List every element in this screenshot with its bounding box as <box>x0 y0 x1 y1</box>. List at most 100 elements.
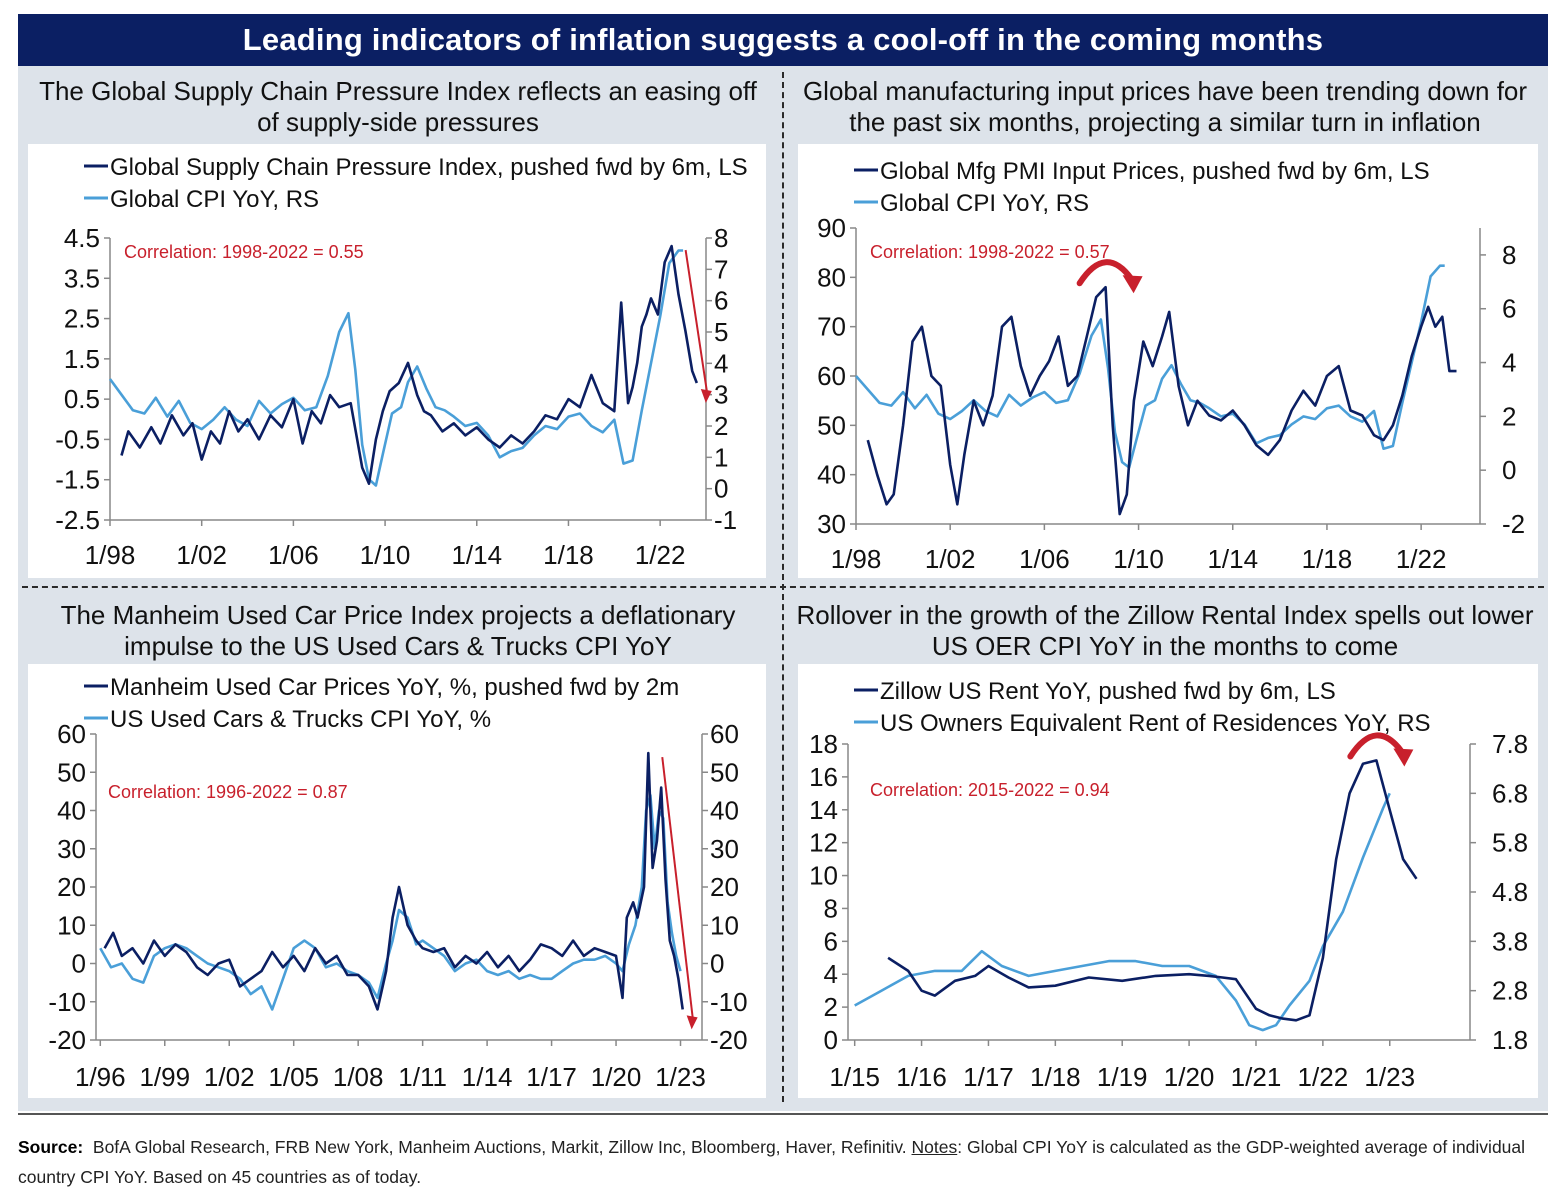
x-tick-label: 1/99 <box>139 1062 190 1092</box>
right-tick-label: 0 <box>710 949 724 979</box>
chart-panel-supply-chain: Global Supply Chain Pressure Index, push… <box>28 144 766 578</box>
right-tick-label: -10 <box>710 987 748 1017</box>
right-tick-label: 5.8 <box>1492 828 1528 858</box>
x-tick-label: 1/02 <box>925 544 976 574</box>
left-tick-label: 18 <box>809 729 838 759</box>
x-tick-label: 1/96 <box>75 1062 126 1092</box>
x-tick-label: 1/11 <box>398 1062 447 1092</box>
right-tick-label: 4 <box>1502 348 1516 378</box>
left-tick-label: 60 <box>57 719 86 749</box>
left-tick-label: 80 <box>817 262 846 292</box>
x-tick-label: 1/17 <box>526 1062 577 1092</box>
rollover-arrow-head <box>1393 748 1414 767</box>
right-tick-label: 0 <box>1502 455 1516 485</box>
right-tick-label: 40 <box>710 796 739 826</box>
x-tick-label: 1/05 <box>268 1062 319 1092</box>
left-tick-label: 30 <box>817 509 846 539</box>
x-tick-label: 1/23 <box>655 1062 706 1092</box>
left-tick-label: 4 <box>824 959 838 989</box>
panel-title-zillow: Rollover in the growth of the Zillow Ren… <box>796 600 1534 661</box>
notes-label: Notes <box>911 1137 958 1157</box>
x-tick-label: 1/22 <box>1298 1062 1349 1092</box>
x-tick-label: 1/10 <box>1113 544 1164 574</box>
legend-label-0: Manheim Used Car Prices YoY, %, pushed f… <box>110 674 679 701</box>
down-arrow-line <box>661 757 694 1018</box>
right-tick-label: 2 <box>714 411 728 441</box>
legend-label-1: US Used Cars & Trucks CPI YoY, % <box>110 706 491 733</box>
right-tick-label: -20 <box>710 1025 748 1055</box>
down-arrow-head <box>686 1015 698 1030</box>
source-label: Source: <box>18 1137 84 1157</box>
footnote: Source: BofA Global Research, FRB New Yo… <box>18 1132 1548 1192</box>
left-tick-label: -10 <box>48 987 86 1017</box>
x-tick-label: 1/17 <box>963 1062 1014 1092</box>
left-tick-label: 4.5 <box>64 223 100 253</box>
series-line-0 <box>103 751 684 1011</box>
right-tick-label: 7 <box>714 254 728 284</box>
legend-label-0: Zillow US Rent YoY, pushed fwd by 6m, LS <box>880 678 1336 705</box>
x-tick-label: 1/23 <box>1364 1062 1415 1092</box>
x-tick-label: 1/15 <box>829 1062 880 1092</box>
chart-banner-title: Leading indicators of inflation suggests… <box>18 14 1548 66</box>
x-tick-label: 1/18 <box>1030 1062 1081 1092</box>
right-tick-label: 0 <box>714 474 728 504</box>
left-tick-label: -20 <box>48 1025 86 1055</box>
left-tick-label: -2.5 <box>55 505 100 535</box>
left-tick-label: 0 <box>824 1025 838 1055</box>
left-tick-label: 60 <box>817 361 846 391</box>
chart-svg-manheim: Manheim Used Car Prices YoY, %, pushed f… <box>48 674 748 1092</box>
series-line-0 <box>887 759 1418 1022</box>
right-tick-label: 30 <box>710 834 739 864</box>
panel-title-mfg-pmi: Global manufacturing input prices have b… <box>802 76 1528 137</box>
series-line-0 <box>866 285 1457 516</box>
x-tick-label: 1/18 <box>543 540 594 570</box>
left-tick-label: 10 <box>57 910 86 940</box>
legend-label-0: Global Mfg PMI Input Prices, pushed fwd … <box>880 158 1430 185</box>
series-line-1 <box>855 264 1445 469</box>
down-arrow-line <box>684 249 708 392</box>
source-text: BofA Global Research, FRB New York, Manh… <box>92 1137 907 1157</box>
right-tick-label: 8 <box>1502 240 1516 270</box>
rollover-arc <box>1076 259 1135 287</box>
right-tick-label: 20 <box>710 872 739 902</box>
right-tick-label: 1.8 <box>1492 1025 1528 1055</box>
chart-panel-manheim: Manheim Used Car Prices YoY, %, pushed f… <box>28 664 766 1098</box>
legend-label-1: US Owners Equivalent Rent of Residences … <box>880 710 1431 737</box>
x-tick-label: 1/18 <box>1302 544 1353 574</box>
left-tick-label: 8 <box>824 893 838 923</box>
left-tick-label: 6 <box>824 926 838 956</box>
panel-title-manheim: The Manheim Used Car Price Index project… <box>60 600 736 661</box>
right-tick-label: -1 <box>714 505 737 535</box>
left-tick-label: 14 <box>809 795 838 825</box>
legend-label-1: Global CPI YoY, RS <box>110 186 319 213</box>
series-line-1 <box>854 792 1391 1032</box>
right-tick-label: -2 <box>1502 509 1525 539</box>
x-tick-label: 1/10 <box>360 540 411 570</box>
down-arrow-head <box>700 389 712 404</box>
legend-label-0: Global Supply Chain Pressure Index, push… <box>110 154 748 181</box>
left-tick-label: 12 <box>809 828 838 858</box>
right-tick-label: 4.8 <box>1492 877 1528 907</box>
right-tick-label: 6.8 <box>1492 778 1528 808</box>
correlation-annotation: Correlation: 1996-2022 = 0.87 <box>108 782 348 802</box>
correlation-annotation: Correlation: 1998-2022 = 0.57 <box>870 242 1110 262</box>
x-tick-label: 1/20 <box>1164 1062 1215 1092</box>
x-tick-label: 1/21 <box>1231 1062 1282 1092</box>
right-tick-label: 7.8 <box>1492 729 1528 759</box>
footer-rule <box>18 1113 1548 1115</box>
rollover-arrow-head <box>1122 275 1143 294</box>
left-tick-label: 16 <box>809 762 838 792</box>
left-tick-label: 90 <box>817 213 846 243</box>
left-tick-label: 40 <box>57 796 86 826</box>
left-tick-label: 20 <box>57 872 86 902</box>
x-tick-label: 1/14 <box>1207 544 1258 574</box>
series-line-1 <box>108 249 684 487</box>
left-tick-label: 0 <box>72 949 86 979</box>
right-tick-label: 6 <box>1502 294 1516 324</box>
chart-svg-mfg-pmi: Global Mfg PMI Input Prices, pushed fwd … <box>817 158 1525 574</box>
right-tick-label: 5 <box>714 317 728 347</box>
x-tick-label: 1/14 <box>462 1062 513 1092</box>
chart-svg-zillow: Zillow US Rent YoY, pushed fwd by 6m, LS… <box>809 678 1528 1092</box>
series-line-0 <box>120 244 699 486</box>
notes-text: : Global CPI YoY is calculated as the GD… <box>18 1137 1526 1187</box>
